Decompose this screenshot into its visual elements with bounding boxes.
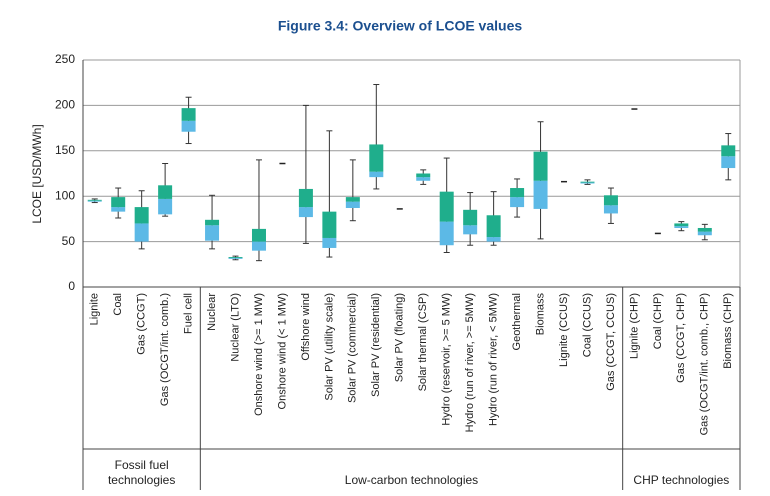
x-tick-label: Nuclear (LTO): [229, 293, 241, 362]
box-upper: [439, 191, 454, 222]
box-lower: [134, 223, 149, 242]
y-tick-label: 250: [55, 52, 75, 66]
box-lower: [87, 200, 102, 202]
group-label: Fossil fuel technologies: [107, 458, 176, 487]
box-upper: [603, 195, 618, 206]
box-lower: [486, 237, 501, 242]
box-upper: [674, 223, 689, 227]
box-lower: [674, 226, 689, 228]
x-tick-label: Solar PV (floating): [394, 293, 406, 382]
group-label: CHP technologies: [633, 473, 730, 487]
box-upper: [298, 188, 313, 208]
x-tick-label: Coal (CCUS): [581, 293, 593, 357]
box-upper: [111, 197, 126, 208]
group-label: Low-carbon technologies: [344, 473, 479, 487]
box-upper: [87, 199, 102, 201]
box-upper: [322, 211, 337, 238]
x-tick-label: Lignite (CHP): [628, 293, 640, 359]
box-upper: [721, 145, 736, 157]
box-lower: [580, 182, 595, 184]
box-lower: [345, 201, 360, 209]
chart-title: Figure 3.4: Overview of LCOE values: [278, 18, 523, 34]
x-tick-label: Gas (CCGT, CCUS): [605, 293, 617, 391]
x-tick-label: Solar thermal (CSP): [417, 293, 429, 391]
box-lower: [510, 197, 525, 208]
box-upper: [158, 185, 173, 199]
x-tick-label: Onshore wind (< 1 MW): [276, 293, 288, 409]
x-tick-label: Biomass (CHP): [722, 293, 734, 369]
x-tick-label: Nuclear: [206, 293, 218, 331]
y-tick-label: 150: [55, 143, 75, 157]
y-axis-label: LCOE [USD/MWh]: [30, 124, 44, 223]
x-tick-label: Lignite: [89, 293, 101, 325]
box-upper: [251, 228, 266, 242]
box-lower: [463, 225, 478, 235]
box-lower: [251, 241, 266, 251]
box-upper: [345, 197, 360, 202]
y-tick-label: 0: [68, 279, 75, 293]
box-lower: [416, 177, 431, 181]
x-tick-label: Coal (CHP): [652, 293, 664, 349]
x-tick-label: Hydro (run of river, < 5MW): [488, 293, 500, 426]
box-upper: [463, 209, 478, 226]
box-upper: [228, 257, 243, 258]
box-upper: [416, 173, 431, 178]
x-tick-label: Solar PV (utility scale): [323, 293, 335, 401]
x-tick-label: Solar PV (residential): [370, 293, 382, 397]
x-tick-label: Fuel cell: [182, 293, 194, 334]
x-tick-label: Onshore wind (>= 1 MW): [253, 293, 265, 416]
box-upper: [510, 188, 525, 198]
x-tick-label: Geothermal: [511, 293, 523, 350]
x-tick-label: Biomass: [534, 293, 546, 336]
box-lower: [533, 180, 548, 209]
y-tick-label: 100: [55, 188, 75, 202]
box-upper: [134, 207, 149, 224]
box-lower: [228, 257, 243, 259]
box-upper: [181, 108, 196, 121]
x-tick-label: Hydro (run of river, >= 5MW): [464, 293, 476, 432]
x-tick-label: Solar PV (commercial): [347, 293, 359, 403]
y-tick-label: 50: [62, 234, 76, 248]
x-tick-label: Gas (CCGT): [136, 293, 148, 355]
box-upper: [697, 227, 712, 232]
box-lower: [205, 225, 220, 241]
x-tick-label: Gas (OCGT/int. comb.): [159, 293, 171, 406]
box-lower: [697, 231, 712, 236]
x-tick-label: Gas (OCGT/int. comb., CHP): [699, 293, 711, 435]
box-lower: [322, 237, 337, 248]
x-tick-label: Gas (CCGT, CHP): [675, 293, 687, 383]
box-lower: [439, 221, 454, 246]
box-upper: [369, 144, 384, 172]
x-tick-label: Coal: [112, 293, 124, 316]
box-lower: [111, 207, 126, 212]
x-tick-label: Hydro (reservoir, >= 5 MW): [441, 293, 453, 426]
box-upper: [580, 181, 595, 183]
box-lower: [603, 205, 618, 214]
y-tick-label: 200: [55, 98, 75, 112]
x-tick-label: Lignite (CCUS): [558, 293, 570, 367]
box-lower: [369, 171, 384, 178]
box-lower: [298, 207, 313, 218]
box-upper: [533, 151, 548, 181]
box-lower: [158, 198, 173, 215]
x-tick-label: Offshore wind: [300, 293, 312, 361]
box-lower: [721, 156, 736, 169]
box-lower: [181, 120, 196, 132]
box-upper: [205, 219, 220, 226]
box-upper: [486, 215, 501, 238]
